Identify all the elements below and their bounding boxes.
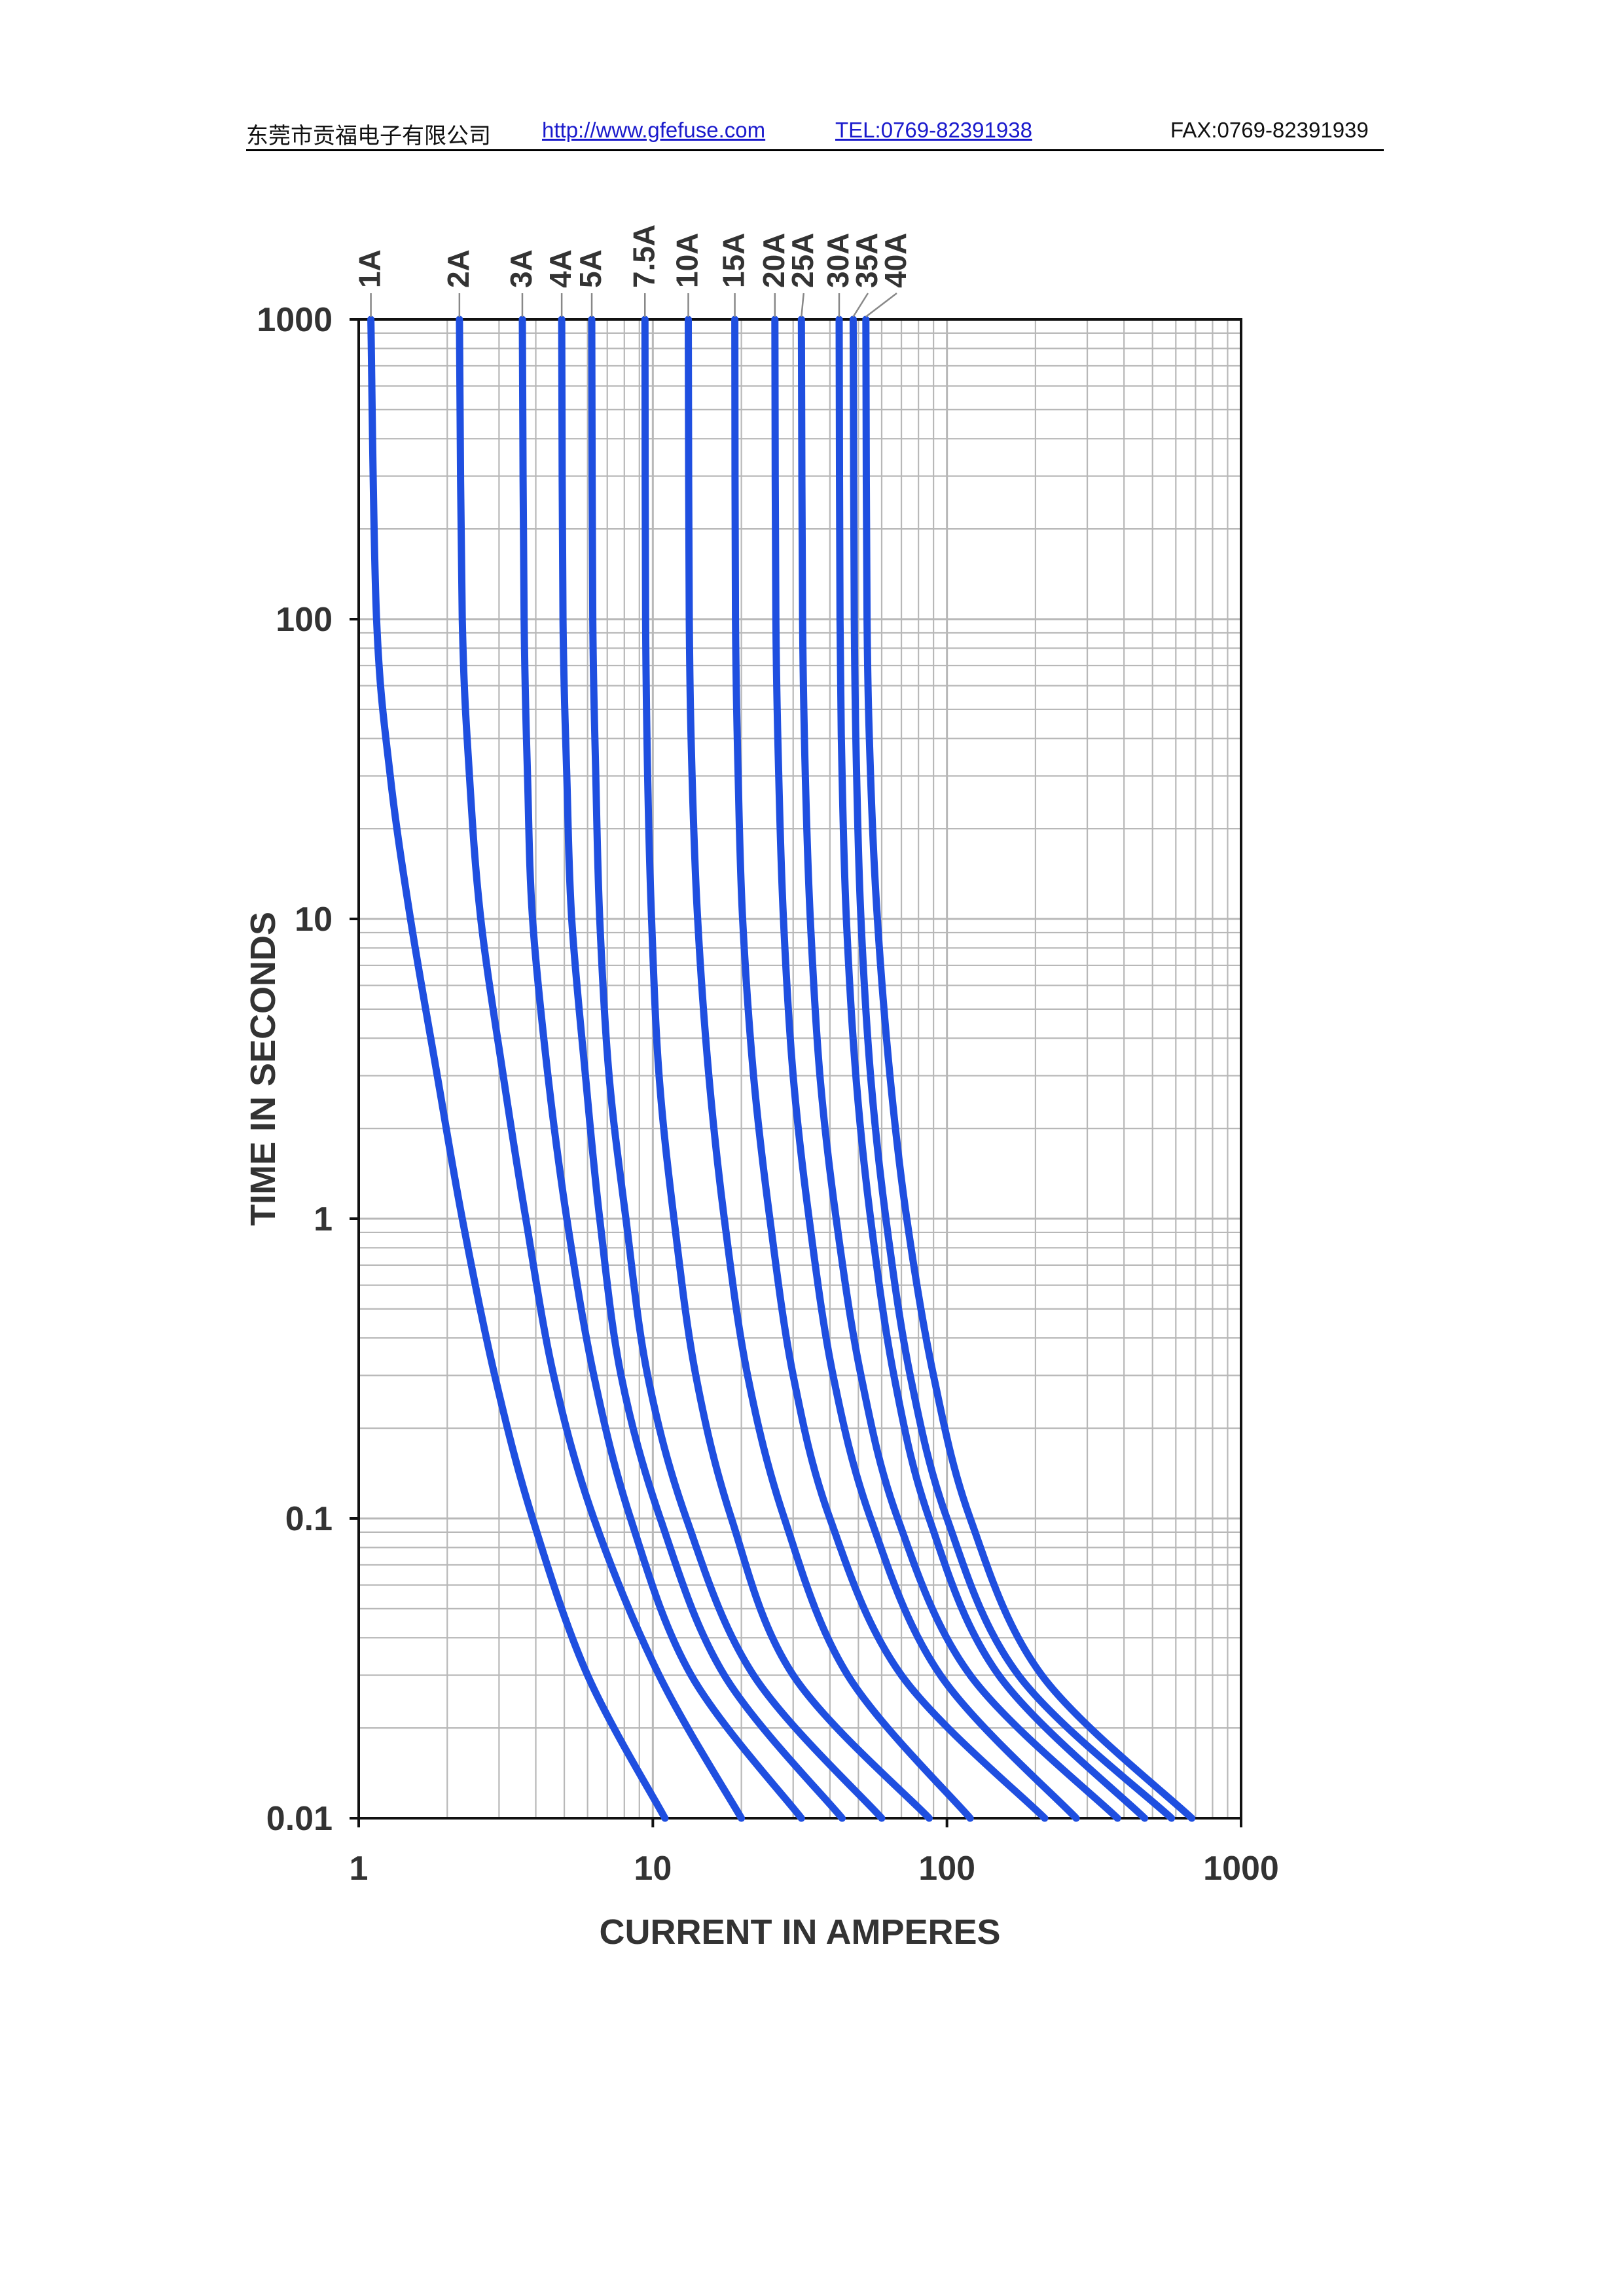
page-header: 东莞市贡福电子有限公司 http://www.gfefuse.com TEL:0… bbox=[246, 117, 1384, 151]
x-tick-labels: 1 10 100 1000 bbox=[350, 1850, 1279, 1888]
y-tick-label: 1000 bbox=[257, 301, 333, 339]
series-label-35A: 35A bbox=[850, 233, 884, 288]
y-tick-label: 10 bbox=[295, 901, 333, 939]
x-tick-label: 1000 bbox=[1203, 1850, 1279, 1888]
y-tick-label: 100 bbox=[276, 601, 333, 639]
company-name: 东莞市贡福电子有限公司 bbox=[246, 123, 491, 149]
series-line-10A bbox=[685, 315, 974, 1822]
series-line-35A bbox=[849, 315, 1176, 1822]
series-label-4A: 4A bbox=[543, 249, 577, 288]
series-label-leaders bbox=[370, 293, 897, 317]
series-line-40A bbox=[862, 315, 1196, 1822]
x-tick-label: 100 bbox=[918, 1850, 975, 1888]
series-line-20A bbox=[771, 315, 1080, 1822]
leader-line-25A bbox=[801, 293, 805, 317]
series-label-2A: 2A bbox=[441, 249, 475, 288]
leader-line-35A bbox=[852, 293, 869, 317]
telephone-link[interactable]: TEL:0769-82391938 bbox=[835, 118, 1032, 142]
series-label-15A: 15A bbox=[717, 233, 751, 288]
series-line-3A bbox=[518, 315, 805, 1822]
x-tick-label: 10 bbox=[634, 1850, 672, 1888]
series-label-40A: 40A bbox=[878, 233, 912, 288]
series-label-20A: 20A bbox=[757, 233, 791, 288]
series-line-5A bbox=[588, 315, 886, 1822]
series-line-1A bbox=[367, 315, 669, 1822]
series-label-30A: 30A bbox=[821, 233, 855, 288]
fax-number: FAX:0769-82391939 bbox=[1170, 118, 1369, 142]
x-tick-label: 1 bbox=[350, 1850, 369, 1888]
y-tick-label: 0.1 bbox=[285, 1500, 333, 1538]
series-label-10A: 10A bbox=[670, 233, 704, 288]
series-label-5A: 5A bbox=[573, 249, 607, 288]
series-line-7.5A bbox=[641, 315, 933, 1822]
y-tick-label: 0.01 bbox=[266, 1800, 333, 1838]
series-line-2A bbox=[456, 315, 746, 1822]
y-axis-label: TIME IN SECONDS bbox=[244, 912, 283, 1226]
series-line-4A bbox=[558, 315, 846, 1822]
website-link[interactable]: http://www.gfefuse.com bbox=[542, 118, 766, 142]
y-tick-label: 1 bbox=[314, 1200, 333, 1238]
leader-line-40A bbox=[865, 293, 897, 317]
series-line-25A bbox=[797, 315, 1121, 1822]
series-line-30A bbox=[835, 315, 1149, 1822]
x-axis-label: CURRENT IN AMPERES bbox=[599, 1912, 1000, 1952]
series-label-7.5A: 7.5A bbox=[626, 224, 660, 288]
series-label-25A: 25A bbox=[785, 233, 820, 288]
series-label-3A: 3A bbox=[504, 249, 538, 288]
series-label-1A: 1A bbox=[353, 249, 387, 288]
series-line-15A bbox=[731, 315, 1049, 1822]
series-lines bbox=[367, 315, 1196, 1822]
y-tick-labels: 1000 100 10 1 0.1 0.01 bbox=[257, 301, 333, 1838]
